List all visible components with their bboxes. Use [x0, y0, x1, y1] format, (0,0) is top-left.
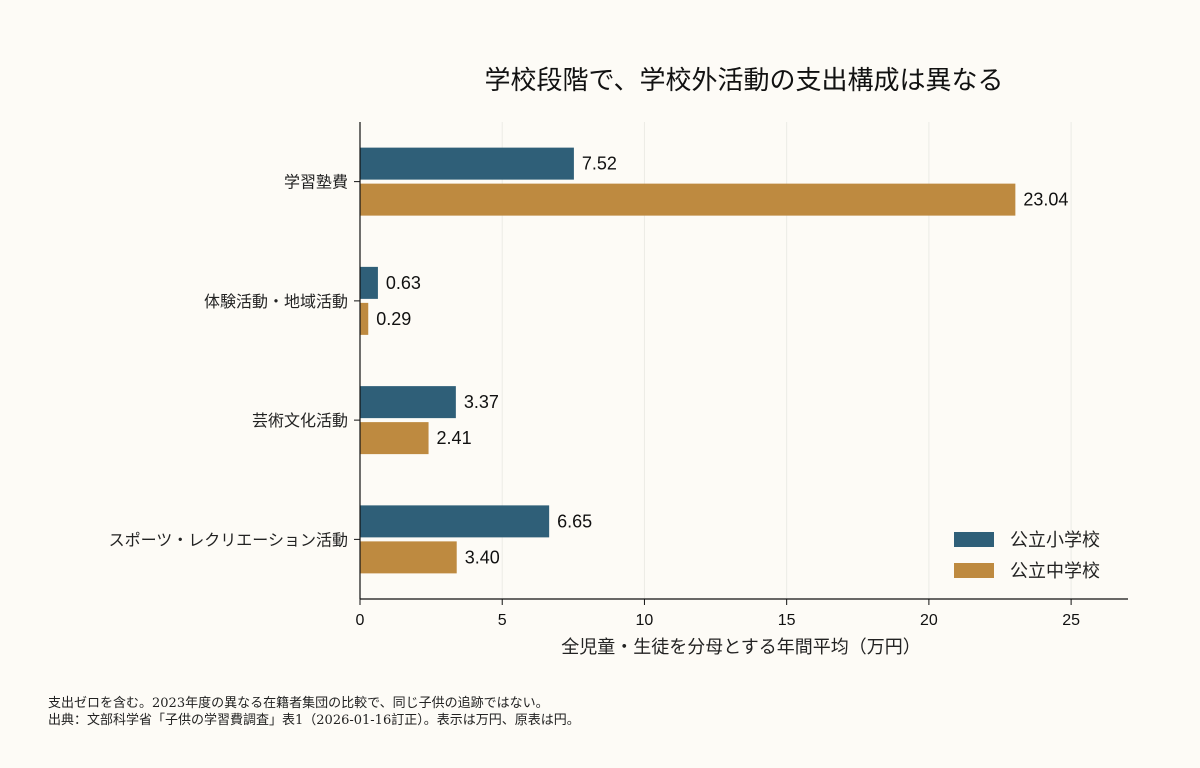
x-tick-label: 15 [778, 612, 796, 629]
data-label: 0.63 [386, 273, 421, 293]
legend-label: 公立小学校 [1010, 530, 1100, 551]
x-tick-label: 0 [356, 612, 365, 629]
footnote-note: 支出ゼロを含む。2023年度の異なる在籍者集団の比較で、同じ子供の追跡ではない。 [48, 696, 549, 711]
x-tick-label: 25 [1062, 612, 1080, 629]
legend-swatch [954, 532, 994, 547]
x-tick-label: 5 [498, 612, 507, 629]
axes [359, 122, 1128, 600]
data-label: 3.40 [465, 547, 500, 567]
category-label: 体験活動・地域活動 [204, 292, 348, 311]
data-label: 7.52 [582, 154, 617, 174]
category-label: 学習塾費 [284, 173, 348, 192]
bar [360, 266, 378, 299]
footnote-source: 出典：文部科学省「子供の学習費調査」表1（2026-01-16訂正）。表示は万円… [48, 713, 580, 728]
bar [360, 541, 457, 574]
x-ticks: 0 5 10 15 20 25 [356, 599, 1080, 629]
chart: 学校段階で、学校外活動の支出構成は異なる 7.52 23.04 0.63 0.29 3.… [109, 66, 1128, 658]
category-label: スポーツ・レクリエーション活動 [109, 530, 348, 549]
data-label: 6.65 [557, 511, 592, 531]
chart-title: 学校段階で、学校外活動の支出構成は異なる [485, 66, 1004, 96]
data-label: 3.37 [464, 392, 499, 412]
data-label: 23.04 [1023, 190, 1068, 210]
x-tick-label: 20 [920, 612, 938, 629]
bars [360, 147, 1016, 574]
legend-label: 公立中学校 [1010, 561, 1100, 582]
data-label: 2.41 [437, 428, 472, 448]
data-labels: 7.52 23.04 0.63 0.29 3.37 2.41 6.65 3.40 [376, 154, 1068, 568]
x-tick-label: 10 [636, 612, 654, 629]
bar [360, 422, 429, 455]
bar [360, 302, 369, 335]
data-label: 0.29 [376, 309, 411, 329]
x-axis-title: 全児童・生徒を分母とする年間平均（万円） [561, 637, 920, 658]
bar [360, 505, 550, 538]
legend-swatch [954, 563, 994, 578]
category-label: 芸術文化活動 [252, 411, 348, 430]
bar [360, 183, 1016, 216]
bar [360, 386, 456, 419]
bar [360, 147, 574, 180]
